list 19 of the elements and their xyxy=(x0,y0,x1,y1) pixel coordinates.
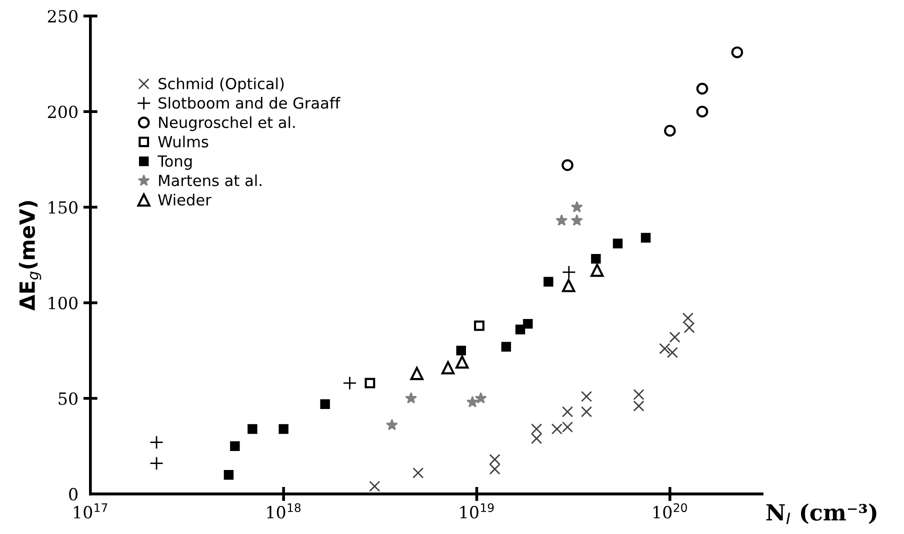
x-tick-label: 10$^{17}$ xyxy=(74,503,108,519)
y-tick-label: 100 xyxy=(48,296,78,310)
legend-label: Tong xyxy=(158,156,192,170)
legend-label: Martens at al. xyxy=(159,174,262,186)
x-tick-label: 10$^{20}$ xyxy=(654,503,687,519)
y-tick-label: 150 xyxy=(48,201,78,214)
x-axis-title: N$_{I}$ (cm⁻³) xyxy=(766,504,876,524)
y-tick-label: 0 xyxy=(69,488,78,501)
legend-label: Slotboom and de Graaff xyxy=(158,96,340,109)
legend-label: Wulms xyxy=(158,136,208,148)
y-tick-label: 50 xyxy=(58,392,78,405)
legend-label: Wieder xyxy=(158,194,212,206)
y-tick-label: 250 xyxy=(48,10,78,23)
x-tick-label: 10$^{18}$ xyxy=(267,503,301,519)
legend-label: Schmid (Optical) xyxy=(158,78,284,92)
x-tick-label: 10$^{19}$ xyxy=(460,503,494,519)
y-axis-title: ΔE$_{g}$(meV) xyxy=(18,201,42,311)
legend-label: Neugroschel et al. xyxy=(159,116,295,132)
y-tick-label: 200 xyxy=(48,106,78,118)
